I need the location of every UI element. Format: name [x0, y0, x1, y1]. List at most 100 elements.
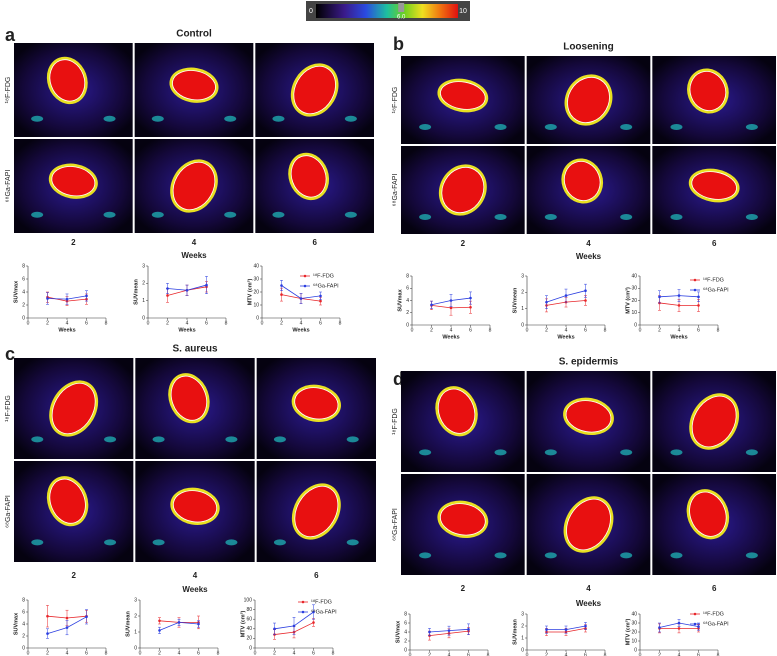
panel-letter: c	[5, 344, 15, 364]
data-point	[564, 628, 568, 631]
y-tick-label: 8	[404, 611, 407, 617]
data-point	[292, 624, 296, 628]
data-point	[85, 615, 88, 619]
x-tick-label: 6	[85, 320, 88, 326]
x-tick-label: 2	[545, 652, 548, 656]
x-tick-label: 4	[300, 320, 303, 326]
data-point	[319, 299, 322, 303]
panel-title: Control	[176, 29, 212, 40]
y-tick-label: 20	[631, 629, 637, 635]
x-tick-label: 0	[411, 327, 414, 333]
bone	[31, 211, 44, 218]
data-point	[46, 614, 49, 618]
y-tick-label: 40	[631, 611, 637, 617]
y-tick-label: 1	[134, 629, 137, 635]
data-point	[158, 629, 161, 632]
bone	[745, 552, 758, 559]
bone	[31, 539, 44, 546]
bone	[670, 124, 683, 130]
data-point	[197, 622, 200, 626]
bone	[620, 124, 633, 130]
x-tick-label: 8	[604, 327, 607, 333]
y-tick-label: 100	[244, 597, 253, 603]
x-tick-label: 8	[604, 652, 607, 656]
row-label: ⁶⁸Ga-FAPI	[392, 508, 399, 541]
x-tick-label: 8	[339, 320, 342, 326]
x-tick-label: 0	[254, 650, 257, 656]
x-axis-title: Weeks	[442, 334, 459, 340]
uptake	[172, 70, 216, 101]
bone	[544, 449, 557, 456]
panel-title: Loosening	[563, 42, 614, 53]
x-axis-title: Weeks	[182, 585, 208, 594]
x-tick-label: 2	[545, 327, 548, 333]
uptake	[441, 166, 485, 214]
data-point	[449, 299, 453, 302]
colorbar	[316, 4, 458, 18]
data-point	[46, 297, 49, 300]
y-axis-title: SUVmean	[512, 619, 518, 645]
data-point	[584, 624, 587, 628]
data-point	[312, 610, 315, 614]
y-axis-title: SUVmean	[133, 279, 139, 305]
bone	[273, 539, 286, 546]
x-tick-label: 2	[658, 327, 661, 333]
week-label: 2	[461, 239, 466, 248]
y-tick-label: 3	[521, 273, 524, 279]
x-tick-label: 4	[565, 327, 568, 333]
x-axis-title: Weeks	[181, 251, 207, 260]
x-tick-label: 8	[105, 650, 108, 656]
y-tick-label: 2	[22, 302, 25, 308]
y-axis-title: MTV (cm³)	[624, 287, 631, 314]
legend-marker	[693, 278, 697, 282]
data-point	[469, 296, 472, 300]
y-axis-title: SUVmax	[13, 612, 19, 635]
data-point	[677, 627, 681, 630]
bone	[152, 539, 165, 546]
y-axis-title: MTV (cm³)	[246, 279, 253, 306]
uptake	[172, 161, 216, 211]
row-label: ¹⁸F-FDG	[5, 77, 12, 104]
legend-label: ⁶⁸Ga-FAPI	[311, 608, 337, 615]
bone	[272, 211, 285, 218]
y-tick-label: 1	[521, 635, 524, 641]
x-tick-label: 2	[428, 652, 431, 656]
x-tick-label: 4	[66, 320, 69, 326]
legend-label: ¹⁸F-FDG	[311, 598, 332, 605]
uptake	[566, 498, 611, 551]
bone	[103, 211, 116, 218]
bone	[151, 211, 164, 218]
y-tick-label: 2	[521, 623, 524, 629]
y-tick-label: 0	[521, 322, 524, 328]
data-point	[65, 616, 69, 620]
legend-marker	[693, 622, 697, 626]
y-tick-label: 2	[521, 290, 524, 296]
y-tick-label: 40	[253, 263, 259, 269]
week-label: 4	[192, 238, 197, 247]
colorbar-tick: 0	[309, 8, 313, 15]
bone	[103, 115, 116, 122]
panel-title: S. aureus	[172, 344, 217, 355]
colorbar-marker	[398, 3, 405, 12]
y-tick-label: 20	[253, 289, 259, 295]
y-tick-label: 1	[521, 306, 524, 312]
y-tick-label: 10	[253, 302, 259, 308]
data-point	[205, 283, 208, 287]
uptake	[49, 478, 86, 524]
x-tick-label: 8	[105, 320, 108, 326]
y-tick-label: 0	[22, 315, 25, 321]
bone	[745, 214, 758, 220]
bone	[344, 211, 357, 218]
uptake	[691, 395, 737, 448]
x-tick-label: 0	[639, 327, 642, 333]
data-point	[273, 627, 276, 631]
panel-letter: b	[393, 34, 404, 54]
legend-marker	[303, 284, 307, 288]
x-tick-label: 4	[565, 652, 568, 656]
x-tick-label: 2	[658, 652, 661, 656]
row-label: ⁶⁸Ga-FAPI	[392, 174, 399, 207]
bone	[104, 539, 117, 546]
x-axis-title: Weeks	[557, 334, 574, 340]
bone	[151, 115, 164, 122]
